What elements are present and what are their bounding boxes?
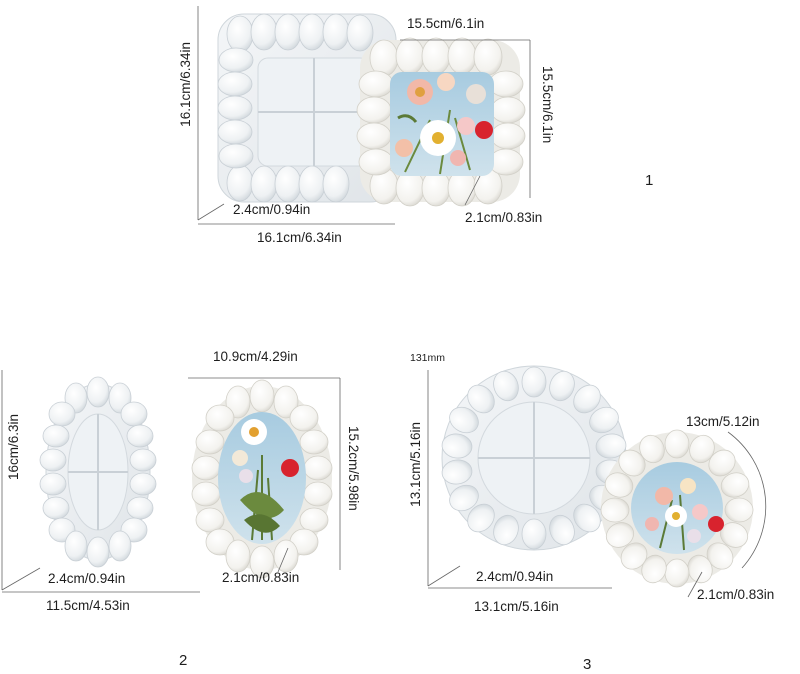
product-2-tray <box>191 379 333 579</box>
product-1-number: 1 <box>645 172 654 189</box>
p3-tray-depth-label: 2.1cm/0.83in <box>697 587 775 602</box>
product-2-number: 2 <box>179 652 188 669</box>
p2-tray-width-label: 10.9cm/4.29in <box>213 349 298 364</box>
product-3-dimension-lines <box>427 370 767 598</box>
p3-mold-width-label: 13.1cm/5.16in <box>474 599 559 614</box>
p1-tray-width-label: 15.5cm/6.1in <box>407 16 485 31</box>
p1-mold-depth-label: 2.4cm/0.94in <box>233 202 311 217</box>
product-3-tray <box>600 429 754 588</box>
p1-mold-height-label: 16.1cm/6.34in <box>178 42 193 127</box>
product-1-mold <box>217 13 397 203</box>
p1-tray-depth-label: 2.1cm/0.83in <box>465 210 543 225</box>
p2-mold-height-label: 16cm/6.3in <box>6 414 21 481</box>
p2-mold-depth-label: 2.4cm/0.94in <box>48 571 126 586</box>
product-1-tray <box>356 37 526 207</box>
product-3-number: 3 <box>583 656 592 673</box>
p3-mold-height-label: 13.1cm/5.16in <box>408 422 423 507</box>
product-3-mold <box>441 365 627 551</box>
p2-tray-depth-label: 2.1cm/0.83in <box>222 570 300 585</box>
p1-mold-width-label: 16.1cm/6.34in <box>257 230 342 245</box>
product-2-mold <box>39 376 157 568</box>
product-1-dimension-lines <box>197 6 531 225</box>
p1-tray-height-label: 15.5cm/6.1in <box>540 66 555 144</box>
p2-mold-width-label: 11.5cm/4.53in <box>46 598 130 613</box>
p2-tray-height-label: 15.2cm/5.98in <box>346 426 361 511</box>
p3-tray-diameter-label: 13cm/5.12in <box>686 414 760 429</box>
p3-mold-depth-label: 2.4cm/0.94in <box>476 569 554 584</box>
p3-size-note: 131mm <box>410 352 446 364</box>
product-2-dimension-lines <box>1 370 341 593</box>
